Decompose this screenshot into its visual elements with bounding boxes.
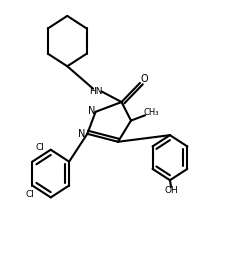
Text: Cl: Cl bbox=[36, 143, 45, 152]
Text: N: N bbox=[78, 129, 86, 139]
Text: Cl: Cl bbox=[25, 190, 34, 199]
Text: OH: OH bbox=[164, 186, 178, 195]
Text: HN: HN bbox=[89, 87, 102, 96]
Text: N: N bbox=[88, 105, 95, 116]
Text: CH₃: CH₃ bbox=[143, 108, 159, 117]
Text: O: O bbox=[140, 74, 148, 85]
